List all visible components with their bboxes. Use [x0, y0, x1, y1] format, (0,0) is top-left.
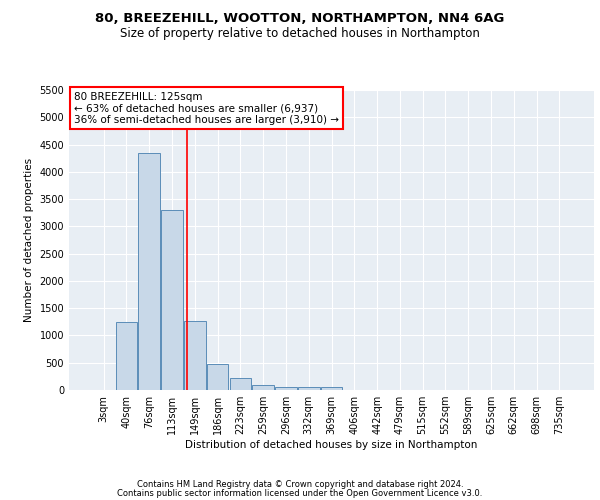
Bar [275, 386, 297, 390]
Text: 80, BREEZEHILL, WOOTTON, NORTHAMPTON, NN4 6AG: 80, BREEZEHILL, WOOTTON, NORTHAMPTON, NN… [95, 12, 505, 26]
Bar [184, 320, 206, 390]
Bar [230, 378, 251, 390]
Bar [139, 152, 160, 390]
Text: Contains HM Land Registry data © Crown copyright and database right 2024.: Contains HM Land Registry data © Crown c… [137, 480, 463, 489]
Text: 80 BREEZEHILL: 125sqm
← 63% of detached houses are smaller (6,937)
36% of semi-d: 80 BREEZEHILL: 125sqm ← 63% of detached … [74, 92, 339, 124]
Text: Contains public sector information licensed under the Open Government Licence v3: Contains public sector information licen… [118, 488, 482, 498]
Bar [320, 386, 343, 390]
Bar [161, 210, 183, 390]
Text: Size of property relative to detached houses in Northampton: Size of property relative to detached ho… [120, 28, 480, 40]
Bar [298, 388, 320, 390]
Y-axis label: Number of detached properties: Number of detached properties [24, 158, 34, 322]
Bar [207, 364, 229, 390]
Bar [116, 322, 137, 390]
X-axis label: Distribution of detached houses by size in Northampton: Distribution of detached houses by size … [185, 440, 478, 450]
Bar [253, 385, 274, 390]
